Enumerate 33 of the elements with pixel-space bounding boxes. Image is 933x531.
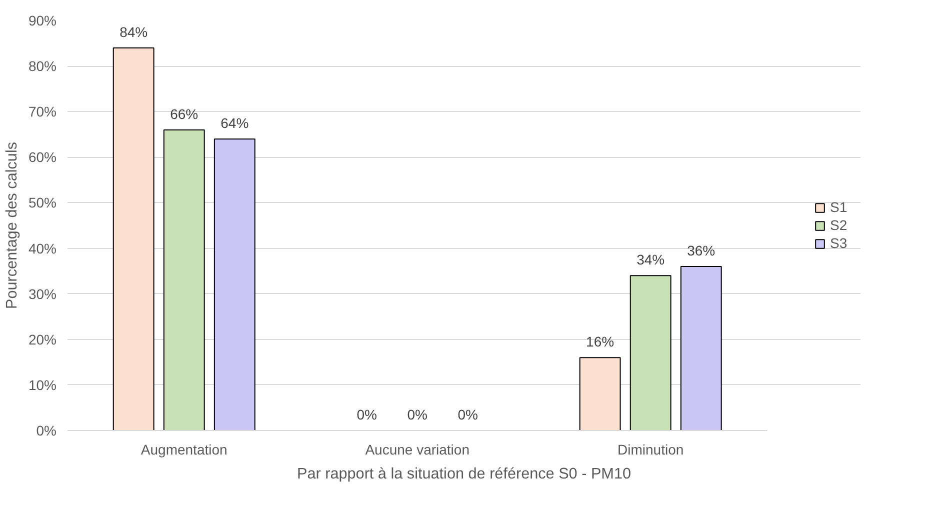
data-label: 66% <box>170 106 198 122</box>
y-tick-label: 20% <box>28 331 57 348</box>
y-tick-label: 10% <box>28 376 57 393</box>
data-label: 36% <box>687 242 716 258</box>
bar <box>579 357 621 430</box>
y-tick-label: 0% <box>36 422 56 438</box>
data-label: 84% <box>120 24 148 40</box>
x-tick-label: Aucune variation <box>365 442 470 458</box>
data-label: 16% <box>586 334 614 350</box>
bar <box>214 138 256 430</box>
data-label: 0% <box>407 406 428 422</box>
legend-label: S3 <box>830 235 848 251</box>
data-label: 0% <box>458 406 478 422</box>
y-tick-label: 30% <box>28 286 57 302</box>
legend-label: S2 <box>830 217 848 233</box>
data-label: 0% <box>356 406 377 422</box>
x-tick-label: Diminution <box>618 442 684 458</box>
x-axis-title: Par rapport à la situation de référence S0 - PM10 <box>297 466 632 482</box>
x-tick-label: Augmentation <box>140 442 228 458</box>
y-tick-label: 70% <box>28 104 57 120</box>
legend-label: S1 <box>830 199 848 215</box>
y-tick-label: 40% <box>28 240 57 256</box>
data-label: 34% <box>636 252 665 268</box>
y-tick-label: 60% <box>28 149 57 166</box>
bar <box>163 129 205 430</box>
y-tick-label: 90% <box>28 12 57 28</box>
y-tick-label: 50% <box>28 194 57 211</box>
y-tick-label: 80% <box>28 58 57 74</box>
bar <box>680 266 722 430</box>
data-label: 64% <box>220 114 249 131</box>
bar <box>112 47 154 430</box>
bar <box>630 275 672 430</box>
y-axis-title: Pourcentage des calculs <box>3 142 20 310</box>
